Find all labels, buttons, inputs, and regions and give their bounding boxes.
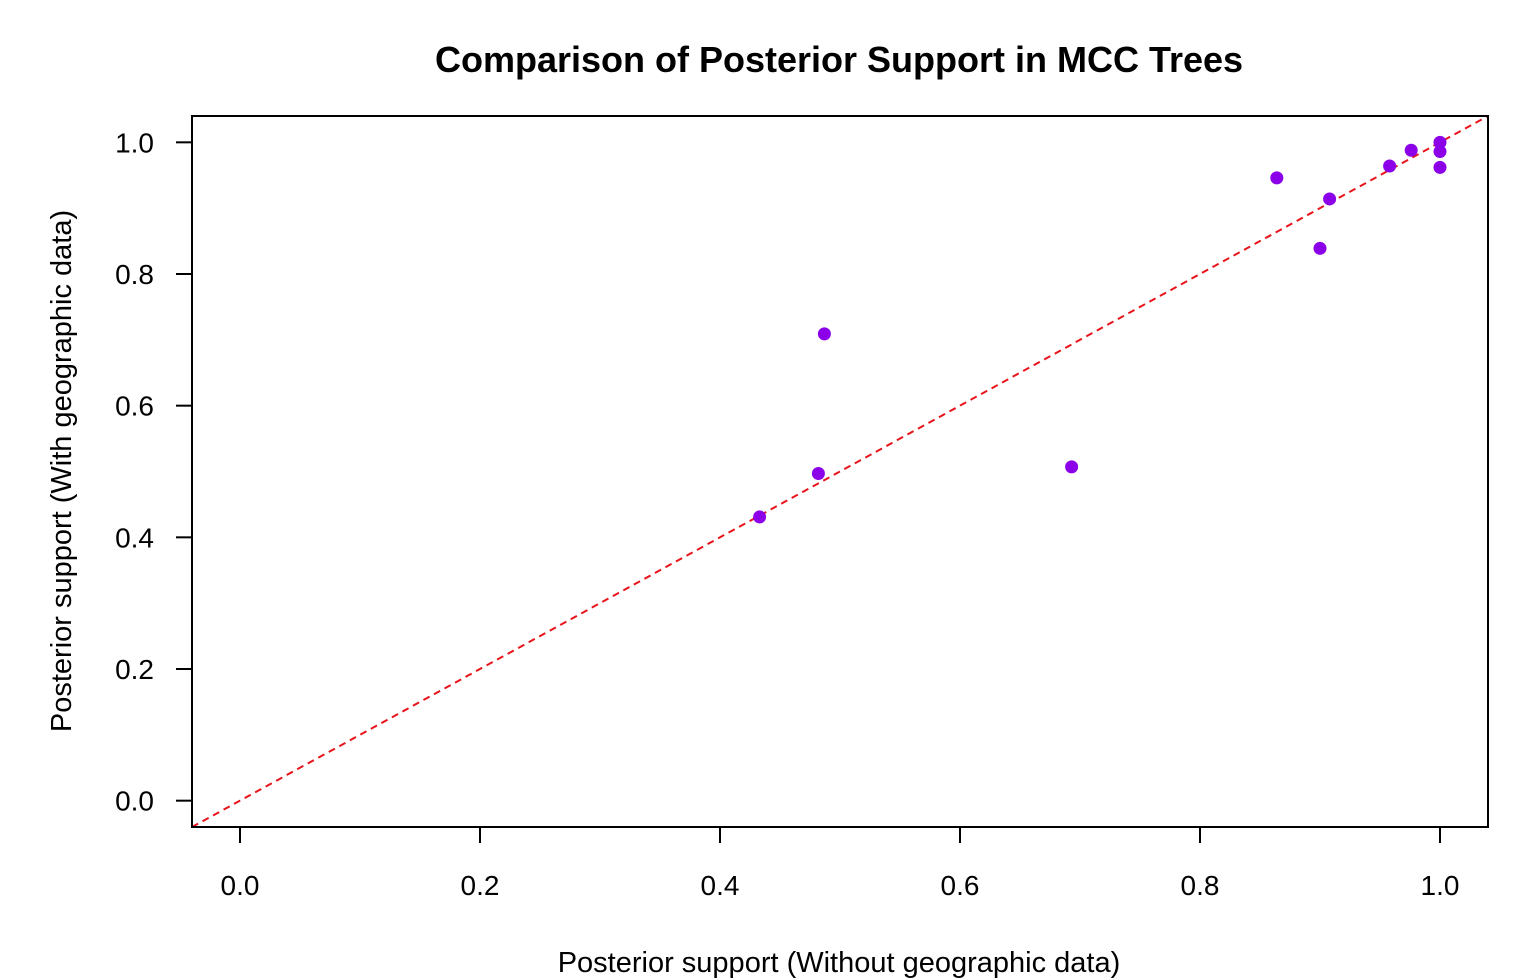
data-point	[1433, 135, 1447, 149]
data-point	[1065, 460, 1079, 474]
data-point	[1433, 145, 1447, 159]
x-tick-label: 0.0	[221, 870, 260, 901]
reference-line	[191, 115, 1489, 828]
x-axis-label: Posterior support (Without geographic da…	[558, 947, 1121, 979]
data-point	[1270, 171, 1284, 185]
y-tick-label: 1.0	[115, 127, 154, 158]
x-tick-label: 0.2	[461, 870, 500, 901]
y-tick-label: 0.6	[115, 391, 154, 422]
data-point	[753, 510, 767, 524]
chart-title: Comparison of Posterior Support in MCC T…	[435, 39, 1243, 80]
y-axis-label: Posterior support (With geographic data)	[46, 210, 78, 732]
data-point	[811, 466, 825, 480]
x-axis: 0.0 0.2 0.4 0.6 0.8 1.0	[221, 826, 1460, 901]
x-tick-label: 0.4	[701, 870, 740, 901]
y-tick-label: 0.4	[115, 522, 154, 553]
x-tick-label: 1.0	[1421, 870, 1460, 901]
data-point	[817, 327, 831, 341]
data-point	[1433, 160, 1447, 174]
data-point	[1313, 241, 1327, 255]
x-tick-label: 0.6	[941, 870, 980, 901]
data-point	[1323, 192, 1337, 206]
y-tick-label: 0.8	[115, 259, 154, 290]
x-tick-label: 0.8	[1181, 870, 1220, 901]
plot-area	[191, 115, 1489, 828]
data-point	[1404, 143, 1418, 157]
y-axis: 0.0 0.2 0.4 0.6 0.8 1.0	[115, 127, 193, 817]
data-point	[1383, 159, 1397, 173]
y-tick-label: 0.2	[115, 654, 154, 685]
y-tick-label: 0.0	[115, 786, 154, 817]
